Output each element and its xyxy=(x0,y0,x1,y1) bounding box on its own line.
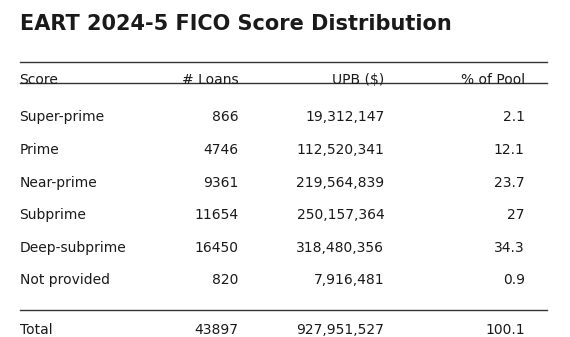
Text: 11654: 11654 xyxy=(194,208,238,222)
Text: Subprime: Subprime xyxy=(19,208,87,222)
Text: 34.3: 34.3 xyxy=(494,241,525,255)
Text: Total: Total xyxy=(19,324,52,337)
Text: EART 2024-5 FICO Score Distribution: EART 2024-5 FICO Score Distribution xyxy=(19,14,451,34)
Text: 866: 866 xyxy=(212,111,238,124)
Text: 23.7: 23.7 xyxy=(494,176,525,190)
Text: 7,916,481: 7,916,481 xyxy=(314,273,384,287)
Text: Score: Score xyxy=(19,72,59,87)
Text: % of Pool: % of Pool xyxy=(461,72,525,87)
Text: 4746: 4746 xyxy=(203,143,238,157)
Text: UPB ($): UPB ($) xyxy=(332,72,384,87)
Text: 27: 27 xyxy=(507,208,525,222)
Text: 318,480,356: 318,480,356 xyxy=(296,241,384,255)
Text: 100.1: 100.1 xyxy=(485,324,525,337)
Text: Super-prime: Super-prime xyxy=(19,111,105,124)
Text: 16450: 16450 xyxy=(194,241,238,255)
Text: Prime: Prime xyxy=(19,143,59,157)
Text: Near-prime: Near-prime xyxy=(19,176,97,190)
Text: 2.1: 2.1 xyxy=(503,111,525,124)
Text: 12.1: 12.1 xyxy=(494,143,525,157)
Text: # Loans: # Loans xyxy=(182,72,238,87)
Text: 820: 820 xyxy=(212,273,238,287)
Text: 219,564,839: 219,564,839 xyxy=(296,176,384,190)
Text: Not provided: Not provided xyxy=(19,273,109,287)
Text: 0.9: 0.9 xyxy=(503,273,525,287)
Text: Deep-subprime: Deep-subprime xyxy=(19,241,127,255)
Text: 19,312,147: 19,312,147 xyxy=(305,111,384,124)
Text: 250,157,364: 250,157,364 xyxy=(296,208,384,222)
Text: 927,951,527: 927,951,527 xyxy=(296,324,384,337)
Text: 112,520,341: 112,520,341 xyxy=(296,143,384,157)
Text: 43897: 43897 xyxy=(194,324,238,337)
Text: 9361: 9361 xyxy=(203,176,238,190)
